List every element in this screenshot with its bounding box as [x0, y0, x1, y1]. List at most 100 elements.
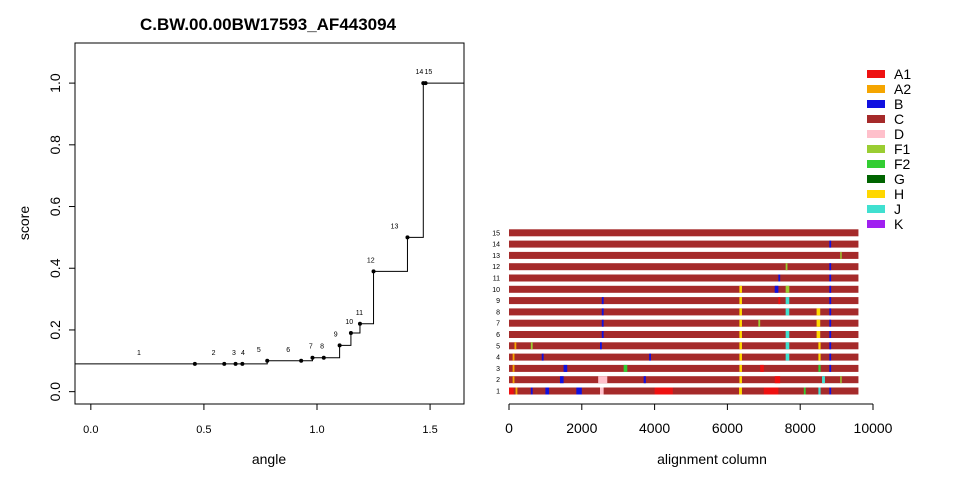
- subtype-segment: [739, 297, 742, 305]
- row-label: 8: [496, 309, 500, 316]
- sequence-bar: [509, 297, 859, 305]
- subtype-segment: [816, 331, 821, 338]
- subtype-segment: [829, 263, 832, 271]
- row-label: 11: [493, 276, 500, 283]
- data-point: [265, 358, 270, 363]
- x-tick-label: 2000: [566, 420, 597, 436]
- subtype-segment: [739, 387, 742, 395]
- subtype-segment: [739, 331, 742, 338]
- legend-label: C: [894, 111, 904, 127]
- subtype-segment: [623, 364, 628, 372]
- legend-swatch: [867, 70, 885, 78]
- subtype-segment: [739, 376, 742, 384]
- sequence-bar: [509, 364, 859, 372]
- y-tick-label: 0.6: [47, 197, 63, 217]
- legend-label: G: [894, 171, 905, 187]
- y-tick-label: 0.8: [47, 135, 63, 155]
- row-label: 15: [492, 230, 500, 237]
- subtype-segment: [541, 353, 544, 361]
- legend-label: F1: [894, 141, 911, 157]
- subtype-segment: [816, 308, 821, 316]
- subtype-segment: [829, 364, 832, 372]
- point-label: 9: [334, 331, 338, 338]
- point-label: 6: [286, 347, 290, 354]
- subtype-segment: [774, 285, 779, 293]
- data-point: [405, 235, 410, 240]
- sequence-bar: [509, 319, 859, 327]
- sequence-bar: [509, 342, 859, 350]
- data-point: [371, 269, 376, 274]
- legend-swatch: [867, 160, 885, 168]
- row-label: 14: [492, 242, 500, 249]
- point-label: 2: [212, 350, 216, 357]
- subtype-segment: [509, 387, 514, 395]
- subtype-segment: [785, 285, 790, 293]
- subtype-segment: [829, 387, 832, 395]
- point-label: 15: [425, 69, 433, 76]
- sequence-bar: [509, 308, 859, 316]
- subtype-segment: [785, 331, 790, 338]
- subtype-segment: [803, 387, 806, 395]
- subtype-segment: [785, 353, 790, 361]
- subtype-segment: [530, 387, 533, 395]
- subtype-segment: [601, 331, 604, 338]
- step-line: [75, 82, 464, 365]
- point-label: 7: [309, 344, 313, 351]
- subtype-segment: [774, 376, 781, 384]
- sequence-bar: [509, 285, 859, 293]
- x-tick-label: 1.5: [422, 424, 437, 436]
- subtype-segment: [563, 364, 568, 372]
- subtype-segment: [818, 353, 821, 361]
- subtype-segment: [822, 376, 825, 384]
- x-tick-label: 0: [505, 420, 513, 436]
- x-tick-label: 8000: [785, 420, 816, 436]
- data-point: [233, 361, 238, 366]
- subtype-segment: [829, 342, 832, 350]
- subtype-segment: [559, 376, 564, 384]
- y-tick-label: 0.0: [47, 382, 63, 402]
- legend-swatch: [867, 175, 885, 183]
- sequence-bar: [509, 240, 859, 248]
- legend-label: J: [894, 201, 901, 217]
- subtype-segment: [785, 297, 790, 305]
- legend-swatch: [867, 115, 885, 123]
- subtype-segment: [778, 297, 781, 305]
- row-label: 5: [496, 343, 500, 350]
- legend-swatch: [867, 205, 885, 213]
- subtype-segment: [600, 387, 604, 395]
- point-label: 1: [137, 350, 141, 357]
- sequence-bar: [509, 274, 859, 282]
- subtype-segment: [739, 353, 742, 361]
- x-axis: 0.0 0.5 1.0 1.5: [83, 404, 438, 436]
- data-point: [321, 355, 326, 360]
- legend-swatch: [867, 85, 885, 93]
- subtype-segment: [512, 353, 515, 361]
- point-label: 11: [356, 310, 363, 317]
- sequence-bar: [509, 251, 859, 259]
- subtype-segment: [576, 387, 582, 395]
- legend-swatch: [867, 130, 885, 138]
- row-label: 6: [496, 332, 500, 339]
- data-point: [240, 361, 245, 366]
- subtype-segment: [763, 387, 779, 395]
- subtype-segment: [760, 364, 764, 372]
- x-axis: 0 2000 4000 6000 8000 10000: [505, 403, 893, 436]
- subtype-segment: [739, 319, 742, 327]
- subtype-segment: [829, 331, 832, 338]
- y-tick-label: 0.2: [47, 320, 63, 340]
- data-point: [337, 343, 342, 348]
- subtype-segment: [601, 297, 604, 305]
- subtype-segment: [739, 285, 742, 293]
- subtype-segment: [840, 376, 842, 384]
- subtype-segment: [512, 376, 515, 384]
- row-label: 3: [496, 366, 500, 373]
- x-tick-label: 4000: [639, 420, 670, 436]
- subtype-segment: [649, 353, 651, 361]
- point-label: 14: [415, 69, 423, 76]
- row-label: 12: [492, 264, 500, 271]
- subtype-segment: [816, 319, 821, 327]
- subtype-segment: [601, 308, 604, 316]
- legend-swatch: [867, 220, 885, 228]
